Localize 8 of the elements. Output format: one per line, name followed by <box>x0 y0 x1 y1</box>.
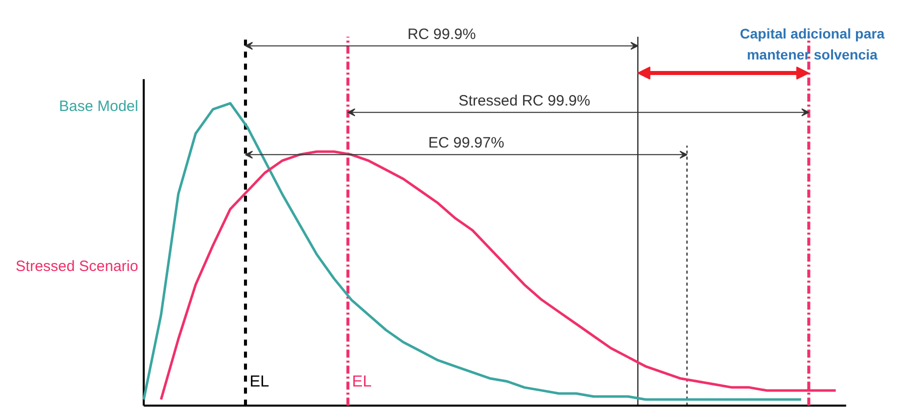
text: RC 99.9% <box>407 26 476 43</box>
annotation: Stressed RC 99.9% <box>458 92 590 110</box>
annotation: EL <box>352 373 372 390</box>
text: Capital adicional para mantener solvencia <box>740 26 885 62</box>
annotation: EL <box>250 373 270 390</box>
annotation: EC 99.97% <box>428 134 504 152</box>
text: Base Model <box>59 98 138 115</box>
text: Stressed Scenario <box>16 258 138 276</box>
